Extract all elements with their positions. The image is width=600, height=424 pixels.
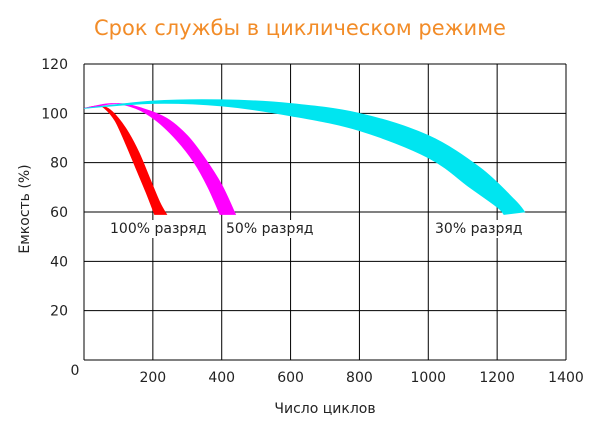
- x-tick-label-400: 400: [208, 370, 235, 386]
- series-labels: 100% разряд 50% разряд 30% разряд: [107, 220, 526, 238]
- series-label-bg-1: [107, 220, 210, 238]
- series-band-3: [83, 99, 526, 215]
- series-label-1: 100% разряд: [110, 221, 206, 237]
- y-tick-label-100: 100: [41, 106, 68, 122]
- x-tick-labels: 0 200 400 600 800 1000 1200 1400: [71, 363, 584, 386]
- series-label-3: 30% разряд: [435, 221, 522, 237]
- x-tick-label-600: 600: [277, 370, 304, 386]
- y-tick-label-20: 20: [50, 304, 68, 320]
- y-axis-label: Емкость (%): [17, 164, 33, 253]
- y-tick-label-60: 60: [50, 205, 68, 221]
- series-label-2: 50% разряд: [226, 221, 313, 237]
- x-tick-label-0: 0: [71, 363, 80, 379]
- series-band-2: [83, 103, 237, 215]
- y-tick-labels: 20 40 60 80 100 120: [41, 57, 68, 320]
- series-areas: [83, 99, 526, 215]
- y-tick-label-80: 80: [50, 156, 68, 172]
- x-tick-label-1400: 1400: [548, 370, 584, 386]
- x-axis-label: Число циклов: [274, 401, 375, 417]
- x-tick-label-1200: 1200: [479, 370, 515, 386]
- y-tick-label-40: 40: [50, 254, 68, 270]
- chart-title: Срок службы в циклическом режиме: [94, 16, 506, 40]
- y-tick-label-120: 120: [41, 57, 68, 73]
- series-label-bg-3: [432, 220, 526, 238]
- x-tick-label-200: 200: [139, 370, 166, 386]
- series-label-bg-2: [223, 220, 317, 238]
- series-band-1: [83, 105, 168, 215]
- x-tick-label-1000: 1000: [410, 370, 446, 386]
- x-tick-label-800: 800: [346, 370, 373, 386]
